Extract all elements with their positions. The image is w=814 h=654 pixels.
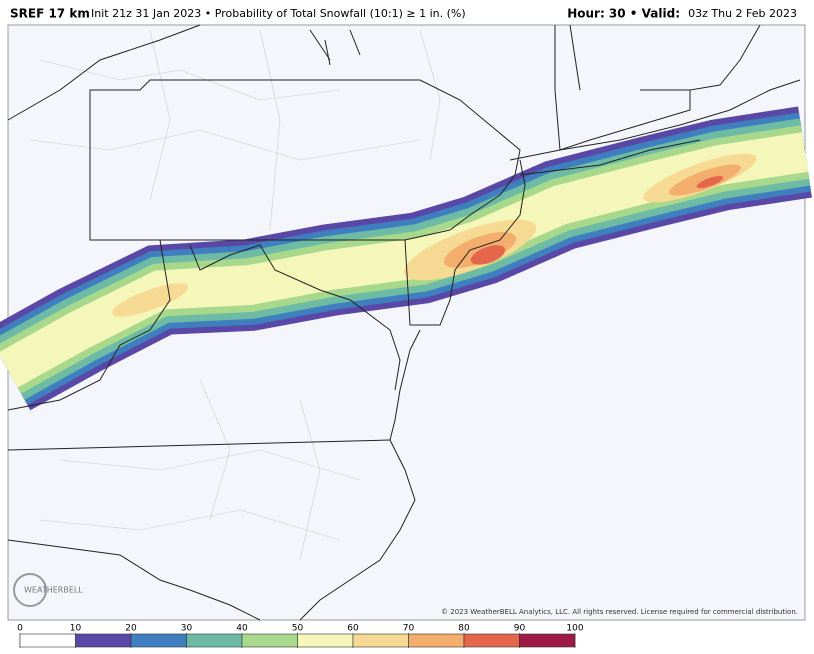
model-name: SREF 17 km [10, 7, 90, 21]
colorbar: 0 10 20 30 40 50 60 70 80 90 100 [17, 624, 584, 648]
colorbar-bin [75, 633, 132, 648]
colorbar-tick-label: 0 [17, 624, 23, 634]
probability-band [0, 132, 809, 388]
product-title: Init 21z 31 Jan 2023 • Probability of To… [91, 7, 466, 20]
colorbar-tick-label: 100 [566, 624, 583, 634]
snow-probability [0, 106, 812, 411]
colorbar-tick-label: 40 [236, 624, 248, 634]
colorbar-bin [519, 633, 576, 648]
borders [7, 24, 801, 621]
colorbar-bin [186, 633, 243, 648]
hour-valid: Hour: 30 • Valid: [567, 7, 680, 21]
colorbar-tick-label: 60 [347, 624, 359, 634]
colorbar-bin [297, 633, 354, 648]
county-lines [29, 29, 441, 561]
colorbar-tick-label: 70 [403, 624, 415, 634]
logo: WEATHERBELL [13, 573, 83, 607]
colorbar-tick-label: 90 [514, 624, 526, 634]
colorbar-tick-label: 30 [181, 624, 193, 634]
logo-text: WEATHERBELL [24, 586, 83, 595]
colorbar-bin [19, 633, 76, 648]
copyright: © 2023 WeatherBELL Analytics, LLC. All r… [441, 608, 798, 616]
colorbar-bin [408, 633, 465, 648]
colorbar-tick-label: 20 [125, 624, 137, 634]
colorbar-tick-label: 10 [70, 624, 82, 634]
colorbar-bin [352, 633, 409, 648]
colorbar-bin [463, 633, 520, 648]
valid-time: 03z Thu 2 Feb 2023 [688, 7, 797, 20]
colorbar-tick-label: 50 [292, 624, 304, 634]
colorbar-bin [241, 633, 298, 648]
probability-core [696, 175, 724, 189]
map: WEATHERBELL © 2023 WeatherBELL Analytics… [0, 24, 812, 621]
probability-core [470, 245, 506, 265]
colorbar-bin [130, 633, 187, 648]
colorbar-tick-label: 80 [458, 624, 470, 634]
